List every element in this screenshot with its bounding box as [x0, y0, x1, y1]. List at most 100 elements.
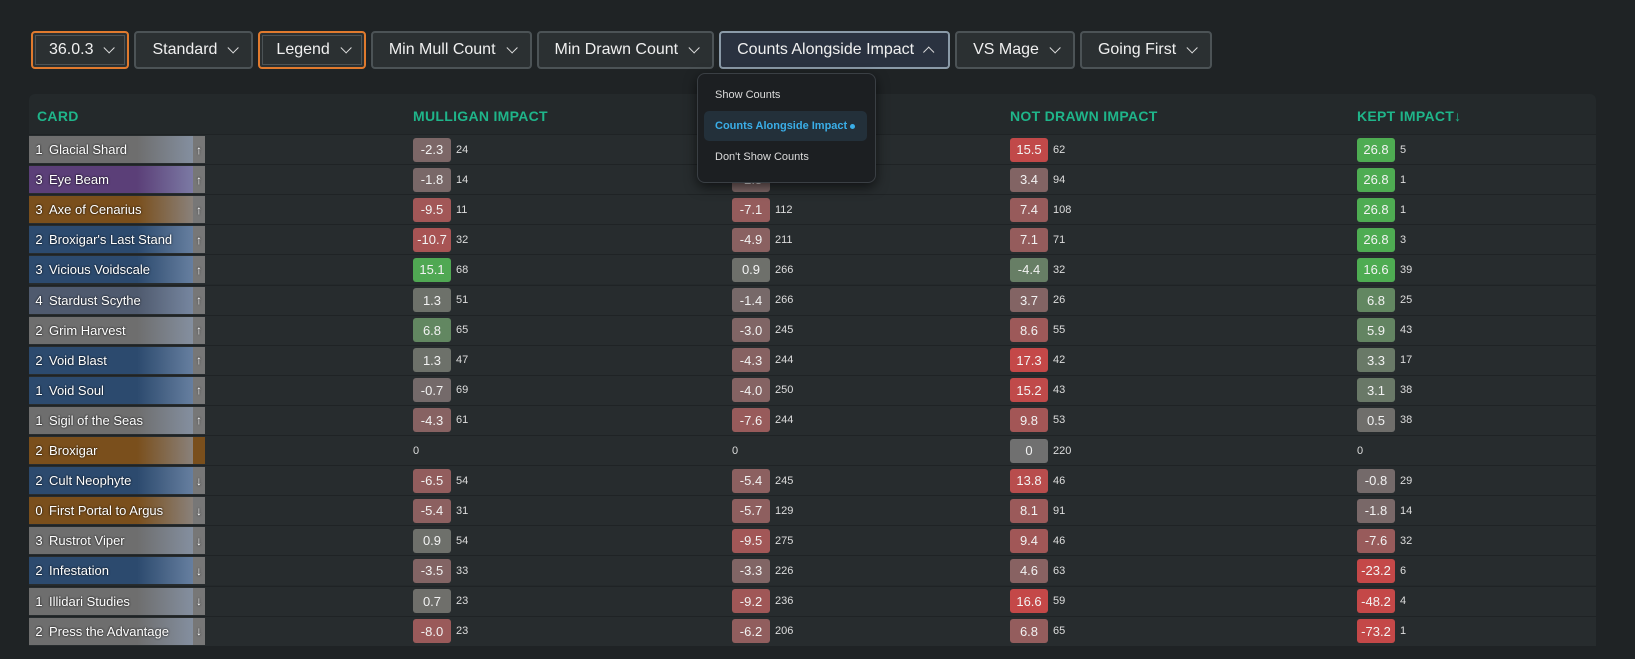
card-art — [137, 136, 193, 163]
card-tile[interactable]: 2 Broxigar's Last Stand ↑ — [29, 226, 205, 254]
trend-arrow: ↑ — [193, 256, 205, 284]
table-row: 1 Illidari Studies ↓ 0.7 23 -9.2 236 16.6 59 -48.… — [29, 585, 1596, 616]
impact-cell: -1.8 14 — [1357, 498, 1412, 523]
card-tile[interactable]: 1 Sigil of the Seas ↑ — [29, 406, 205, 434]
card-name: Stardust Scythe — [49, 292, 141, 308]
impact-count: 53 — [1053, 414, 1066, 427]
impact-cell: -48.2 4 — [1357, 589, 1406, 614]
column-header[interactable]: CARD — [37, 108, 79, 124]
impact-cell: -5.7 129 — [732, 498, 793, 523]
impact-cell: -23.2 6 — [1357, 558, 1406, 583]
impact-count: 46 — [1053, 534, 1066, 547]
dropdown-option[interactable]: Don't Show Counts — [704, 142, 867, 172]
trend-arrow: ↑ — [193, 196, 205, 224]
impact-cell: 15.2 43 — [1010, 378, 1065, 403]
card-tile[interactable]: 2 Broxigar — [29, 437, 205, 464]
card-tile[interactable]: 3 Rustrot Viper ↓ — [29, 527, 205, 555]
impact-cell: 1.3 47 — [413, 348, 468, 373]
card-name: Void Soul — [49, 382, 104, 398]
card-tile[interactable]: 2 Void Blast ↑ — [29, 346, 205, 374]
card-tile[interactable]: 2 Press the Advantage ↓ — [29, 617, 205, 645]
impact-cell: 3.7 26 — [1010, 288, 1065, 313]
filter-button[interactable]: Legend — [258, 31, 366, 69]
filter-label: Min Drawn Count — [554, 41, 679, 58]
card-art — [137, 376, 193, 404]
card-art — [137, 557, 193, 585]
impact-cell: 4.6 63 — [1010, 558, 1065, 583]
impact-value: -1.4 — [732, 288, 770, 312]
impact-cell: -3.0 245 — [732, 318, 793, 343]
card-tile[interactable]: 2 Infestation ↓ — [29, 557, 205, 585]
impact-value: -9.2 — [732, 589, 770, 613]
card-tile[interactable]: 2 Cult Neophyte ↓ — [29, 467, 205, 495]
impact-value: -2.3 — [413, 137, 451, 162]
card-name: First Portal to Argus — [49, 503, 164, 519]
card-name: Grim Harvest — [49, 322, 126, 338]
card-art — [137, 467, 193, 495]
card-cost: 3 — [35, 533, 43, 549]
filter-button[interactable]: VS Mage — [955, 31, 1075, 69]
table-row: 1 Void Soul ↑ -0.7 69 -4.0 250 15.2 43 3.1 38 — [29, 374, 1596, 405]
table-row: 4 Stardust Scythe ↑ 1.3 51 -1.4 266 3.7 26 6.8 25 — [29, 284, 1596, 315]
trend-arrow: ↑ — [193, 406, 205, 434]
table-row: 2 Broxigar's Last Stand ↑ -10.7 32 -4.9 211 7.1… — [29, 224, 1596, 255]
impact-cell: -4.4 32 — [1010, 257, 1065, 282]
impact-cell: 0.9 266 — [732, 257, 793, 282]
dropdown-option[interactable]: Counts Alongside Impact — [704, 111, 867, 141]
impact-value: -4.4 — [1010, 257, 1048, 282]
impact-count: 71 — [1053, 233, 1066, 246]
column-header[interactable]: MULLIGAN IMPACT — [413, 108, 548, 124]
chevron-icon — [1049, 42, 1061, 54]
impact-value: 15.5 — [1010, 137, 1048, 162]
column-header[interactable]: KEPT IMPACT↓ — [1357, 108, 1462, 124]
table-row: 2 Void Blast ↑ 1.3 47 -4.3 244 17.3 42 3.3 17 — [29, 344, 1596, 375]
impact-value: 26.8 — [1357, 197, 1395, 222]
impact-count: 29 — [1400, 474, 1413, 487]
filter-button[interactable]: 36.0.3 — [31, 31, 130, 69]
card-name: Infestation — [49, 563, 109, 579]
table-row: 3 Vicious Voidscale ↑ 15.1 68 0.9 266 -4.4 32 16.… — [29, 254, 1596, 285]
filter-button[interactable]: Min Mull Count — [370, 31, 532, 69]
impact-cell: 26.8 1 — [1357, 197, 1406, 222]
card-tile[interactable]: 3 Axe of Cenarius ↑ — [29, 196, 205, 224]
impact-count: 14 — [456, 173, 469, 186]
table-row: 3 Rustrot Viper ↓ 0.9 54 -9.5 275 9.4 46 -7.6 32 — [29, 525, 1596, 556]
impact-count: 43 — [1053, 384, 1066, 397]
card-tile[interactable]: 3 Eye Beam ↑ — [29, 166, 205, 194]
filter-button[interactable]: Going First — [1079, 31, 1213, 69]
impact-value: 4.6 — [1010, 558, 1048, 583]
impact-cell: 0 — [732, 438, 738, 463]
impact-count: 4 — [1400, 595, 1407, 607]
filter-button[interactable]: Min Drawn Count — [536, 31, 715, 69]
impact-cell: 3.4 94 — [1010, 167, 1065, 192]
card-art — [137, 256, 193, 284]
impact-cell: 26.8 5 — [1357, 137, 1406, 162]
card-name: Vicious Voidscale — [49, 262, 150, 278]
card-cost: 1 — [35, 412, 43, 428]
card-tile[interactable]: 3 Vicious Voidscale ↑ — [29, 256, 205, 284]
filter-button[interactable]: Standard — [134, 31, 254, 69]
column-header[interactable]: NOT DRAWN IMPACT — [1010, 108, 1158, 124]
impact-value: 6.8 — [1357, 288, 1395, 312]
impact-cell: 7.1 71 — [1010, 227, 1065, 252]
dropdown-option[interactable]: Show Counts — [704, 80, 867, 110]
impact-value: 6.8 — [1010, 619, 1048, 644]
filter-button[interactable]: Counts Alongside Impact — [719, 31, 951, 69]
card-art — [137, 406, 193, 434]
card-tile[interactable]: 1 Void Soul ↑ — [29, 376, 205, 404]
impact-count: 32 — [456, 233, 469, 246]
card-tile[interactable]: 2 Grim Harvest ↑ — [29, 316, 205, 344]
card-tile[interactable]: 4 Stardust Scythe ↑ — [29, 286, 205, 314]
impact-cell: 26.8 1 — [1357, 167, 1406, 192]
table-row: 2 Broxigar 0 0 0 220 0 — [29, 435, 1596, 465]
card-tile[interactable]: 1 Glacial Shard ↑ — [29, 136, 205, 163]
card-cost: 3 — [35, 172, 43, 188]
impact-count: 206 — [775, 625, 794, 638]
trend-arrow: ↑ — [193, 226, 205, 254]
impact-count: 244 — [775, 414, 794, 427]
impact-value: -23.2 — [1357, 558, 1395, 583]
impact-value: 9.4 — [1010, 528, 1048, 553]
trend-arrow: ↓ — [193, 527, 205, 555]
card-tile[interactable]: 1 Illidari Studies ↓ — [29, 587, 205, 615]
card-tile[interactable]: 0 First Portal to Argus ↓ — [29, 497, 205, 525]
